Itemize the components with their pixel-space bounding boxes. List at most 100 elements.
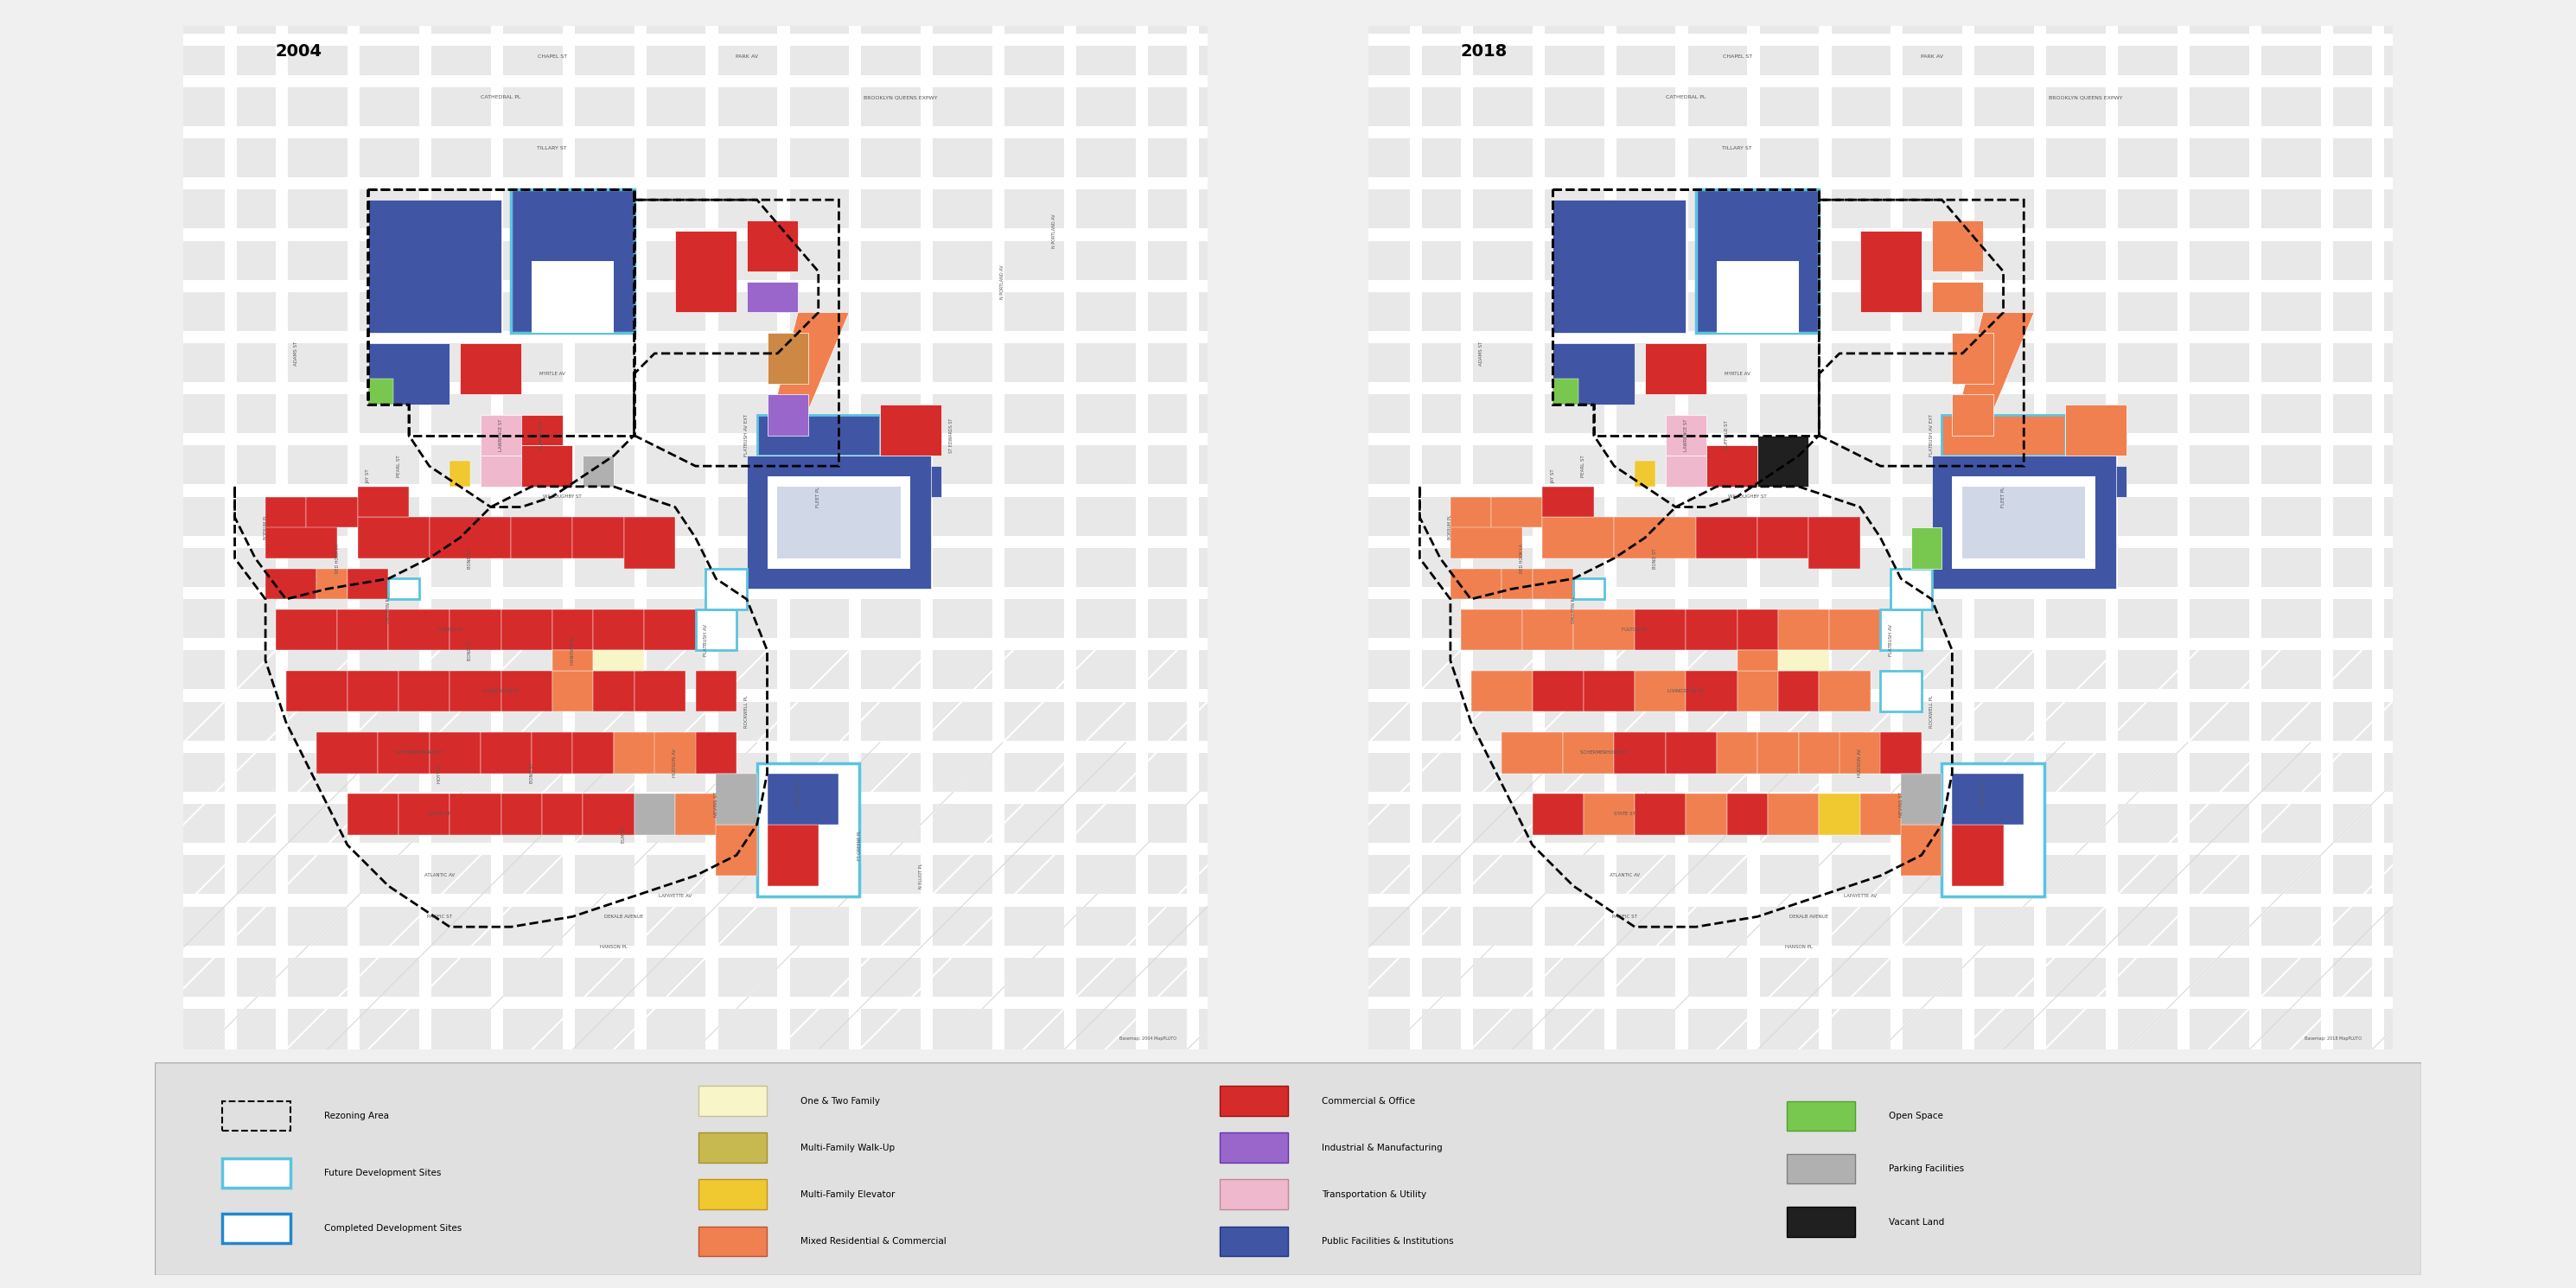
Text: PACIFIC ST: PACIFIC ST [428, 914, 451, 918]
Bar [1953, 773, 2025, 824]
Bar [1564, 733, 1615, 773]
Bar [183, 433, 1208, 446]
Bar [747, 456, 930, 589]
Bar [1368, 331, 2393, 343]
Bar [757, 762, 860, 896]
Bar [1705, 446, 1757, 487]
Bar [1615, 733, 1667, 773]
Bar [1819, 671, 1870, 712]
Bar [747, 220, 799, 272]
Text: LIVINGSTON ST: LIVINGSTON ST [482, 689, 520, 693]
Bar [276, 609, 337, 650]
Bar [1798, 733, 1850, 773]
Bar [696, 671, 737, 712]
Bar [531, 733, 572, 773]
Text: Parking Facilities: Parking Facilities [1888, 1164, 1963, 1173]
Text: BOND ST: BOND ST [469, 640, 471, 661]
Text: LAWRENCE ST: LAWRENCE ST [500, 419, 502, 452]
Bar [1860, 231, 1922, 313]
Bar [1543, 518, 1615, 558]
Bar [1726, 793, 1767, 835]
Bar [1829, 609, 1880, 650]
Text: ATLANTIC AV: ATLANTIC AV [425, 873, 456, 878]
Bar [183, 638, 1208, 650]
Bar [778, 487, 899, 558]
Bar [1646, 343, 1705, 394]
Text: CHAPEL ST: CHAPEL ST [538, 54, 567, 59]
Bar [1695, 189, 1819, 334]
Bar [399, 793, 451, 835]
Text: CATHEDRAL PL: CATHEDRAL PL [1667, 95, 1705, 99]
Text: HUDSON AV: HUDSON AV [1857, 748, 1862, 778]
Text: FLEET PL: FLEET PL [817, 487, 822, 507]
Bar [768, 824, 819, 886]
Bar [1368, 842, 2393, 855]
Text: BOND ST: BOND ST [531, 762, 533, 783]
Bar [541, 793, 582, 835]
Bar [222, 1158, 291, 1188]
Text: WILLOUGHBY ST: WILLOUGHBY ST [544, 495, 582, 498]
Bar [1788, 1101, 1855, 1131]
Bar [1584, 793, 1636, 835]
Bar [716, 773, 757, 824]
Bar [451, 609, 500, 650]
Bar [1636, 609, 1685, 650]
Bar [551, 609, 592, 650]
Text: PARK AV: PARK AV [1922, 54, 1942, 59]
Bar [183, 178, 1208, 189]
Bar [1221, 1132, 1288, 1163]
Bar [451, 461, 471, 487]
Bar [1880, 609, 1922, 650]
Bar [592, 609, 644, 650]
Text: Basemap: 2004 MapPLUTO: Basemap: 2004 MapPLUTO [1121, 1036, 1177, 1041]
Bar [183, 741, 1208, 752]
Bar [348, 793, 399, 835]
Bar [1674, 26, 1687, 1050]
Bar [451, 793, 500, 835]
Text: LAWRENCE ST: LAWRENCE ST [1685, 419, 1687, 452]
Bar [1667, 415, 1705, 456]
Bar [399, 671, 451, 712]
Text: BOERUM PL: BOERUM PL [263, 515, 268, 540]
Bar [1368, 228, 2393, 241]
Bar [183, 33, 1208, 46]
Bar [1963, 487, 2084, 558]
Bar [1553, 343, 1636, 404]
Bar [1901, 824, 1942, 876]
Bar [482, 415, 520, 456]
Text: 2004: 2004 [276, 44, 322, 61]
Text: PARK AV: PARK AV [737, 54, 757, 59]
Bar [1553, 200, 1685, 334]
Bar [1471, 671, 1533, 712]
Bar [1615, 518, 1695, 558]
Bar [768, 477, 909, 568]
Bar [307, 497, 358, 528]
Text: ASHLAND PL: ASHLAND PL [796, 779, 801, 809]
Bar [183, 689, 1208, 702]
Text: ATLANTIC AV: ATLANTIC AV [1610, 873, 1641, 878]
Bar [531, 261, 613, 334]
Bar [1636, 793, 1685, 835]
Bar [1667, 733, 1716, 773]
Text: LIVINGSTON ST: LIVINGSTON ST [1667, 689, 1705, 693]
Text: FULTON ST: FULTON ST [1623, 627, 1649, 632]
Bar [572, 518, 623, 558]
Bar [183, 997, 1208, 1009]
Text: ASHLAND PL: ASHLAND PL [1981, 779, 1986, 809]
Bar [654, 733, 706, 773]
Bar [482, 733, 531, 773]
Bar [1685, 793, 1726, 835]
Text: BOERUM PL: BOERUM PL [1448, 515, 1453, 540]
Text: N PORTLAND AV: N PORTLAND AV [999, 264, 1005, 299]
Bar [778, 26, 791, 1050]
Bar [1777, 671, 1819, 712]
Text: GALLATIN PL: GALLATIN PL [1571, 596, 1577, 623]
Bar [317, 568, 348, 599]
Text: ROCKWELL PL: ROCKWELL PL [1929, 696, 1935, 728]
Bar [389, 609, 451, 650]
Text: JAY ST: JAY ST [1551, 469, 1556, 483]
Text: Completed Development Sites: Completed Development Sites [325, 1224, 461, 1233]
Bar [1368, 741, 2393, 752]
Bar [1880, 671, 1922, 712]
Bar [1221, 1226, 1288, 1256]
